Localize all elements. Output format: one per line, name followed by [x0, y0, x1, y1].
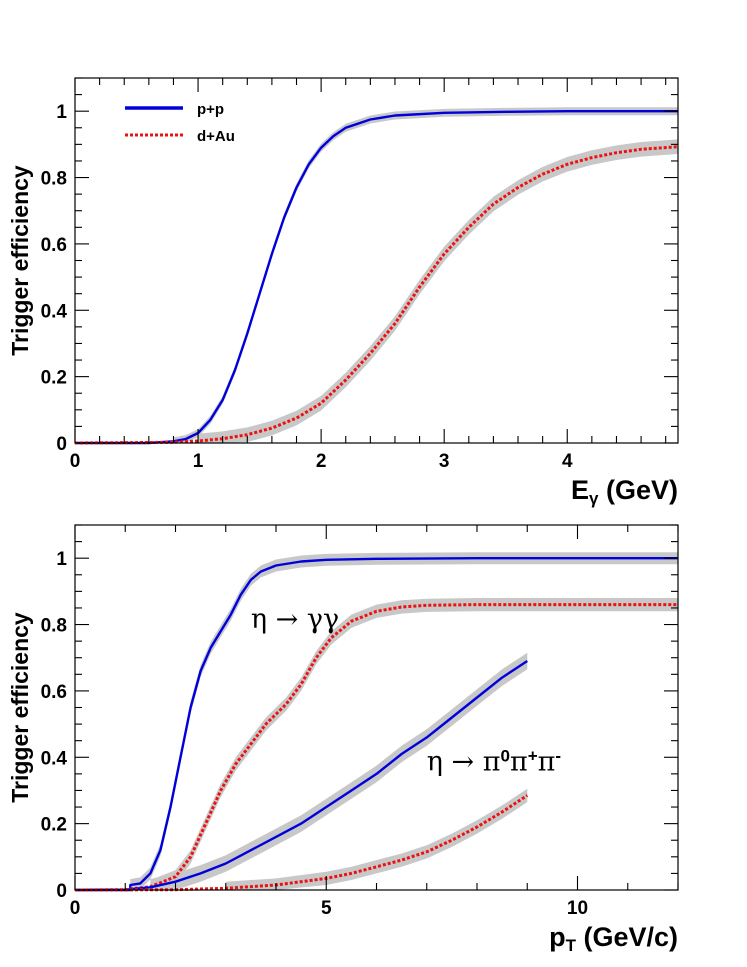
x-tick-label: 3 — [439, 451, 450, 472]
y-tick-label: 0.8 — [41, 616, 67, 637]
annotation-plus-superscript: + — [528, 746, 538, 765]
annotation-pi0-superscript: 0 — [500, 746, 509, 765]
top-x-axis-label-sub: γ — [589, 489, 599, 508]
panel-bottom-momentum: 0 5 10 0 0.2 0.4 0.6 0.8 1 Trigger efficiency pT… — [7, 524, 679, 955]
y-tick-label: 0.4 — [41, 748, 68, 769]
x-tick-label: 2 — [316, 451, 327, 472]
y-tick-label: 0 — [56, 434, 67, 455]
panel-top-energy: 0 1 2 3 4 0 0.2 0.4 0.6 0.8 1 Trigger efficiency E… — [7, 77, 679, 508]
y-tick-label: 0 — [56, 881, 67, 902]
top-x-axis-label-unit: (GeV) — [598, 475, 678, 505]
x-tick-label: 0 — [70, 451, 81, 472]
annotation-minus-superscript: - — [555, 746, 561, 765]
bottom-series-layer — [74, 552, 679, 892]
y-tick-label: 0.6 — [41, 235, 67, 256]
bottom-x-axis-label: pT (GeV/c) — [549, 922, 678, 955]
x-tick-label: 0 — [70, 898, 81, 919]
series-line-0 — [75, 110, 678, 445]
bottom-x-axis-label-sub: T — [566, 936, 577, 955]
top-series-layer — [74, 107, 679, 445]
y-tick-label: 0.8 — [41, 169, 67, 190]
bottom-axis-ticks: 0 5 10 0 0.2 0.4 0.6 0.8 1 — [41, 524, 679, 919]
x-tick-label: 4 — [562, 451, 573, 472]
annotation-pi-minus-text: π — [538, 747, 556, 778]
x-tick-label: 1 — [193, 451, 204, 472]
y-tick-label: 0.4 — [41, 301, 68, 322]
uncertainty-bands — [173, 107, 678, 443]
series-line-2 — [74, 659, 528, 892]
legend-label-dau: d+Au — [197, 128, 235, 145]
y-tick-label: 0.2 — [41, 368, 67, 389]
annotation-eta-gamma-gamma-text: η → γγ — [251, 604, 339, 635]
series-line-1 — [74, 145, 679, 445]
top-axis-ticks: 0 1 2 3 4 0 0.2 0.4 0.6 0.8 1 — [41, 77, 678, 472]
uncertainty-band-1 — [198, 139, 678, 443]
bottom-plot-frame — [74, 524, 679, 891]
y-tick-label: 1 — [56, 102, 67, 123]
annotation-eta-three-pion: η → π0π+π- — [427, 746, 561, 778]
series-line-0 — [75, 557, 678, 892]
bottom-x-axis-label-unit: (GeV/c) — [576, 922, 678, 952]
x-tick-label: 5 — [321, 898, 332, 919]
annotation-eta-pi-text: η → π — [427, 747, 501, 778]
uncertainty-band-3 — [225, 788, 528, 890]
annotation-pi-plus-text: π — [510, 747, 528, 778]
legend-label-pp: p+p — [197, 101, 224, 118]
bottom-x-axis-label-main: p — [549, 922, 566, 952]
top-y-axis-label: Trigger efficiency — [7, 165, 33, 356]
top-legend: p+p d+Au — [125, 101, 235, 145]
series-line-1 — [74, 603, 678, 892]
top-x-axis-label-main: E — [571, 475, 589, 505]
series-lines — [74, 110, 679, 445]
y-tick-label: 0.6 — [41, 682, 67, 703]
uncertainty-bands — [130, 552, 679, 890]
y-tick-label: 0.2 — [41, 815, 67, 836]
top-plot-frame — [74, 77, 679, 444]
y-tick-label: 1 — [56, 549, 67, 570]
bottom-y-axis-label: Trigger efficiency — [7, 612, 33, 803]
top-x-axis-label: Eγ (GeV) — [571, 475, 678, 508]
x-tick-label: 10 — [567, 898, 588, 919]
annotation-eta-gamma-gamma: η → γγ — [251, 604, 339, 635]
